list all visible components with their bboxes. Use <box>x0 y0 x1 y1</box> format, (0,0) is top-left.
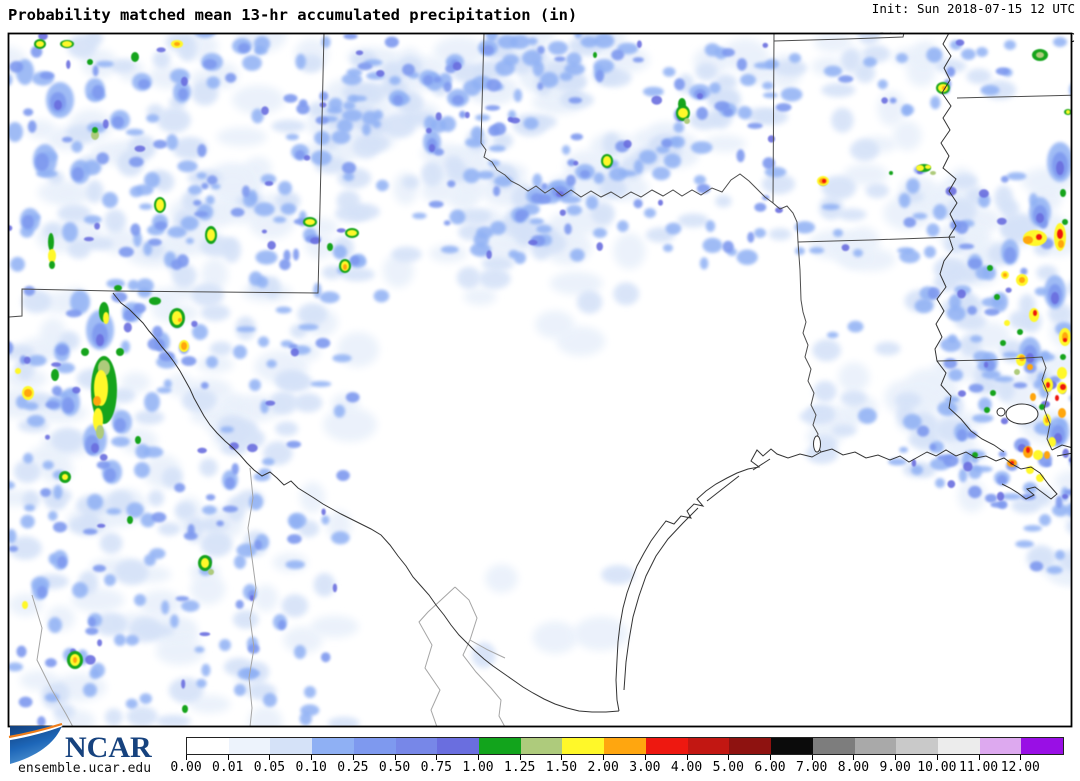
ncar-logo-text: NCAR <box>65 731 152 764</box>
colorbar-cell <box>562 738 605 754</box>
colorbar-cell <box>729 738 772 754</box>
colorbar-cell <box>479 738 521 754</box>
map-frame <box>7 32 1073 728</box>
louisiana-coast <box>820 448 1058 500</box>
rio-grande-river <box>112 292 620 713</box>
site-url: ensemble.ucar.edu <box>18 761 152 776</box>
sabine-lake <box>813 435 821 453</box>
mexico-state-borders <box>31 467 506 726</box>
init-time: Init: Sun 2018-07-15 12 UTC <box>871 1 1075 16</box>
mississippi-river <box>934 34 1005 453</box>
colorbar-cell <box>270 738 313 754</box>
colorbar-cell <box>604 738 646 754</box>
ncar-logo: NCAR <box>8 723 152 764</box>
colorbar-cell <box>687 738 730 754</box>
colorbar-cell <box>437 738 480 754</box>
colorbar-cell <box>812 738 855 754</box>
colorbar-cell <box>228 738 271 754</box>
colorbar-cell <box>395 738 438 754</box>
colorbar-cell <box>353 738 396 754</box>
colorbar-cell <box>896 738 938 754</box>
colorbar-cell <box>1021 738 1064 754</box>
colorbar-cell <box>312 738 354 754</box>
page-title: Probability matched mean 13-hr accumulat… <box>8 6 578 24</box>
colorbar-cell <box>771 738 813 754</box>
colorbar <box>186 737 1064 755</box>
colorbar-cell <box>520 738 563 754</box>
texas-gulf-coast <box>615 448 822 712</box>
colorbar-cell <box>937 738 980 754</box>
lake-pontchartrain <box>1005 403 1039 425</box>
precip-field <box>9 34 1071 726</box>
colorbar-cell <box>187 738 229 754</box>
colorbar-cell <box>645 738 688 754</box>
barrier-islands <box>623 507 699 691</box>
colorbar-cell <box>979 738 1022 754</box>
coastline-and-rivers <box>112 34 1071 713</box>
colorbar-cell <box>854 738 897 754</box>
state-borders <box>9 34 1071 453</box>
